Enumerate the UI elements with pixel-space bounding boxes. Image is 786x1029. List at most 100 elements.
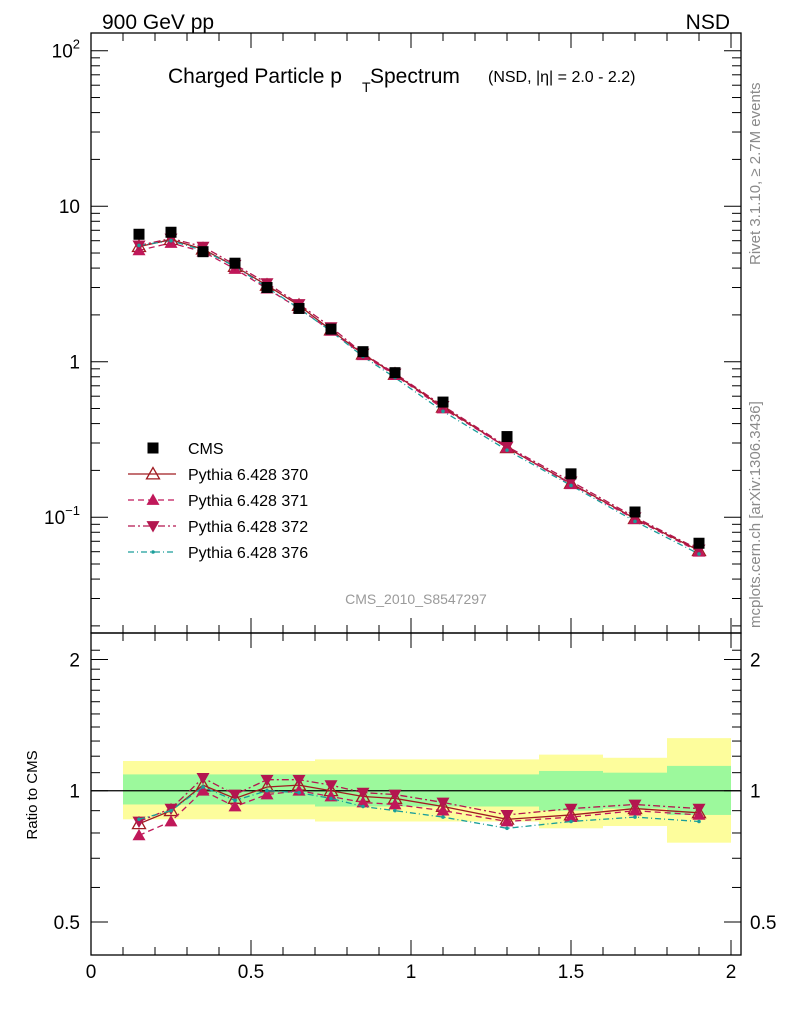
ratio-point-3 [324,780,338,792]
ratio-point-3 [260,774,274,787]
ratio-point-3 [692,803,706,816]
analysis-watermark: CMS_2010_S8547297 [345,591,487,607]
ratio-point-4 [265,788,269,793]
legend-marker [151,550,155,554]
y-tick-label-base: 1 [69,353,80,374]
cms-data-point [437,396,449,408]
legend-label: Pythia 6.428 376 [188,545,308,562]
mc-point-4 [137,243,141,248]
mcplots-label: mcplots.cern.ch [arXiv:1306.3436] [747,401,764,628]
legend-item: Pythia 6.428 371 [128,493,308,510]
ratio-point-2 [436,804,450,816]
y-tick-label-base: 10 [52,42,73,63]
y-tick-label-exponent: 2 [73,37,80,52]
ratio-point-2 [564,810,578,822]
legend-item: CMS [147,441,224,458]
cms-data-point [165,226,177,238]
mc-point-4 [169,238,173,243]
ratio-point-3 [356,787,370,800]
ratio-line-3 [138,777,700,823]
ratio-point-3 [196,773,210,785]
ratio-point-3 [388,789,402,802]
ratio-point-4 [633,815,637,819]
ratio-plot-frame [90,632,742,956]
ratio-point-1 [131,815,147,830]
chart-title-qualifier: (NSD, |η| = 2.0 - 2.2) [488,69,635,86]
cms-data-point [261,282,273,294]
legend-label: Pythia 6.428 371 [188,493,308,510]
cms-data-point [629,506,641,518]
legend-label: Pythia 6.428 372 [188,519,308,536]
ratio-point-3 [132,816,146,829]
cms-data-point [389,367,401,379]
mc-point-4 [441,409,445,414]
legend-label: CMS [188,441,224,458]
ratio-point-4 [393,808,397,813]
header-process-label: NSD [686,11,730,34]
legend: CMS Pythia 6.428 370 Pythia 6.428 371 Pythi… [128,441,308,562]
ratio-point-2 [228,800,242,812]
cms-data-point [133,228,145,240]
ratio-point-4 [505,826,509,831]
legend-marker [147,442,159,454]
y-tick-label: 1 [69,353,80,374]
ratio-point-2 [324,789,338,802]
mc-point-4 [505,448,509,452]
y-tick-label-base: 10 [44,508,65,529]
ratio-point-4 [569,819,573,824]
ratio-line-2 [138,789,700,836]
ratio-point-2 [260,788,274,800]
ratio-point-2 [196,784,210,796]
ratio-point-3 [292,774,306,787]
legend-marker [145,466,161,480]
ratio-y-tick-label-right: 2 [750,650,761,671]
cms-data-point [229,257,241,269]
legend-marker [146,521,160,533]
x-tick-label: 1 [406,962,417,983]
ratio-point-4 [297,790,301,795]
x-tick-label: 1.5 [558,962,584,983]
ratio-point-3 [228,789,242,802]
ratio-point-3 [564,803,578,816]
ratio-axis-label: Ratio to CMS [24,750,41,839]
ratio-y-tick-label: 2 [69,650,80,671]
legend-marker [146,493,160,505]
ratio-point-2 [164,815,178,827]
ratio-point-4 [441,815,445,819]
chart-title-main: Charged Particle p [168,65,342,88]
x-tick-label: 0.5 [238,962,264,983]
x-tick-label: 2 [726,962,737,983]
cms-data-point [293,302,305,314]
chart-title-text: Charged Particle p [168,65,342,88]
ratio-point-4 [233,798,237,803]
legend-item: Pythia 6.428 372 [128,519,308,536]
ratio-plot: 0 0.5 1 1.5 2 0.5 0.5 1 1 2 2 [54,33,776,983]
ratio-point-3 [436,797,450,809]
ratio-point-4 [329,796,333,801]
y-tick-label: 10−1 [44,503,80,529]
ratio-y-tick-label: 1 [69,782,80,803]
rivet-version-label: Rivet 3.1.10, ≥ 2.7M events [747,83,764,266]
ratio-stat-uncertainty-band [123,774,155,805]
mc-point-4 [633,519,637,524]
legend-label: Pythia 6.428 370 [188,467,308,484]
ratio-point-3 [628,799,642,811]
cms-data-point [197,246,209,258]
header-energy-label: 900 GeV pp [102,11,214,34]
mc-point-3 [500,441,514,453]
ratio-point-4 [169,808,173,813]
legend-item: Pythia 6.428 376 [128,545,308,562]
y-tick-label: 10 [59,197,80,218]
y-tick-label-base: 10 [59,197,80,218]
ratio-point-3 [500,810,514,822]
cms-data-point [325,323,337,335]
ratio-y-tick-label: 0.5 [54,913,80,934]
cms-data-point [565,468,577,480]
legend-item: Pythia 6.428 370 [128,466,308,484]
ratio-point-4 [137,817,141,822]
ratio-point-4 [697,819,701,824]
mc-point-4 [569,483,573,488]
ratio-point-2 [132,828,146,841]
